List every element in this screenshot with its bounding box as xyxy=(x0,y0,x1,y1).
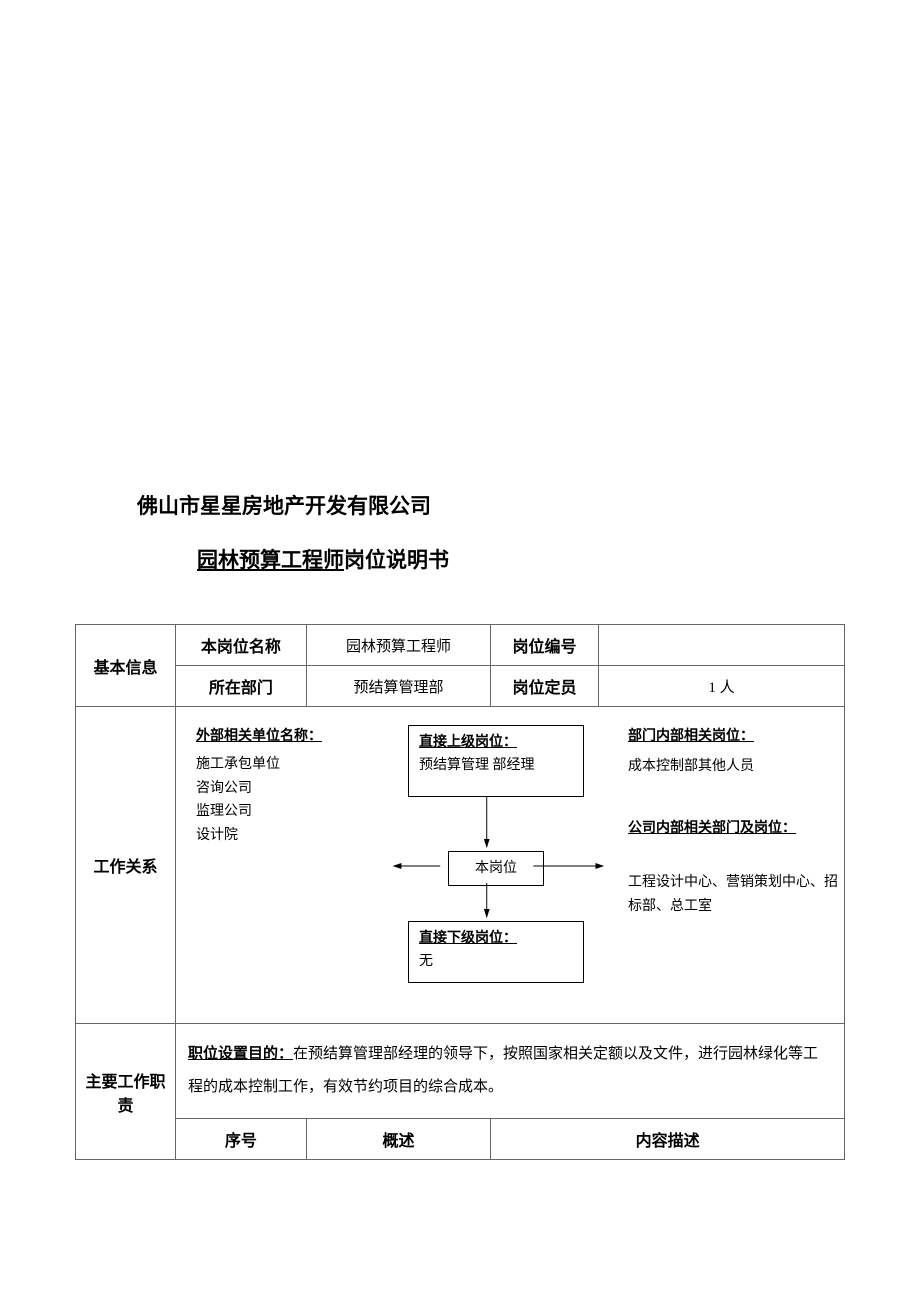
label-department: 所在部门 xyxy=(175,666,306,707)
subordinate-text: 无 xyxy=(419,951,573,972)
purpose-cell: 职位设置目的：在预结算管理部经理的领导下，按照国家相关定额以及文件，进行园林绿化… xyxy=(175,1024,844,1119)
subordinate-node: 直接下级岗位： 无 xyxy=(408,921,584,983)
external-units-line2: 咨询公司 xyxy=(196,777,366,801)
external-units-line3: 监理公司 xyxy=(196,800,366,824)
internal-company-box: 公司内部相关部门及岗位： 工程设计中心、营销策划中心、招标部、总工室 xyxy=(628,817,838,918)
value-position-code xyxy=(598,625,844,666)
value-department: 预结算管理部 xyxy=(306,666,491,707)
this-position-node: 本岗位 xyxy=(448,851,544,886)
label-position-name: 本岗位名称 xyxy=(175,625,306,666)
superior-node: 直接上级岗位： 预结算管理 部经理 xyxy=(408,725,584,797)
job-spec-table: 基本信息 本岗位名称 园林预算工程师 岗位编号 所在部门 预结算管理部 岗位定员… xyxy=(75,624,845,1160)
external-units-line4: 设计院 xyxy=(196,824,366,848)
internal-dept-text: 成本控制部其他人员 xyxy=(628,755,838,779)
external-units-heading: 外部相关单位名称： xyxy=(196,725,366,749)
purpose-label: 职位设置目的： xyxy=(188,1046,293,1062)
section-work-relation: 工作关系 xyxy=(76,707,176,1024)
superior-heading: 直接上级岗位： xyxy=(419,732,573,753)
duty-col-no: 序号 xyxy=(175,1119,306,1160)
internal-dept-heading: 部门内部相关岗位： xyxy=(628,725,838,749)
value-position-name: 园林预算工程师 xyxy=(306,625,491,666)
this-position-label: 本岗位 xyxy=(475,861,517,876)
internal-company-heading: 公司内部相关部门及岗位： xyxy=(628,817,838,841)
label-headcount: 岗位定员 xyxy=(491,666,599,707)
external-units-box: 外部相关单位名称： 施工承包单位 咨询公司 监理公司 设计院 xyxy=(196,725,366,848)
duty-col-desc: 内容描述 xyxy=(491,1119,845,1160)
subordinate-heading: 直接下级岗位： xyxy=(419,928,573,949)
section-basic-info: 基本信息 xyxy=(76,625,176,707)
work-relation-diagram-cell: 外部相关单位名称： 施工承包单位 咨询公司 监理公司 设计院 直接上级岗位： 预… xyxy=(175,707,844,1024)
doc-title: 园林预算工程师岗位说明书 xyxy=(197,544,845,574)
duty-col-summary: 概述 xyxy=(306,1119,491,1160)
company-name: 佛山市星星房地产开发有限公司 xyxy=(137,490,845,520)
value-headcount: 1 人 xyxy=(598,666,844,707)
internal-company-text: 工程设计中心、营销策划中心、招标部、总工室 xyxy=(628,871,838,919)
external-units-line1: 施工承包单位 xyxy=(196,753,366,777)
doc-title-suffix: 岗位说明书 xyxy=(344,548,449,572)
label-position-code: 岗位编号 xyxy=(491,625,599,666)
section-main-duty: 主要工作职责 xyxy=(76,1024,176,1160)
superior-text: 预结算管理 部经理 xyxy=(419,755,573,776)
doc-title-role: 园林预算工程师 xyxy=(197,548,344,572)
work-relation-diagram: 外部相关单位名称： 施工承包单位 咨询公司 监理公司 设计院 直接上级岗位： 预… xyxy=(190,725,830,1005)
internal-dept-box: 部门内部相关岗位： 成本控制部其他人员 xyxy=(628,725,838,779)
